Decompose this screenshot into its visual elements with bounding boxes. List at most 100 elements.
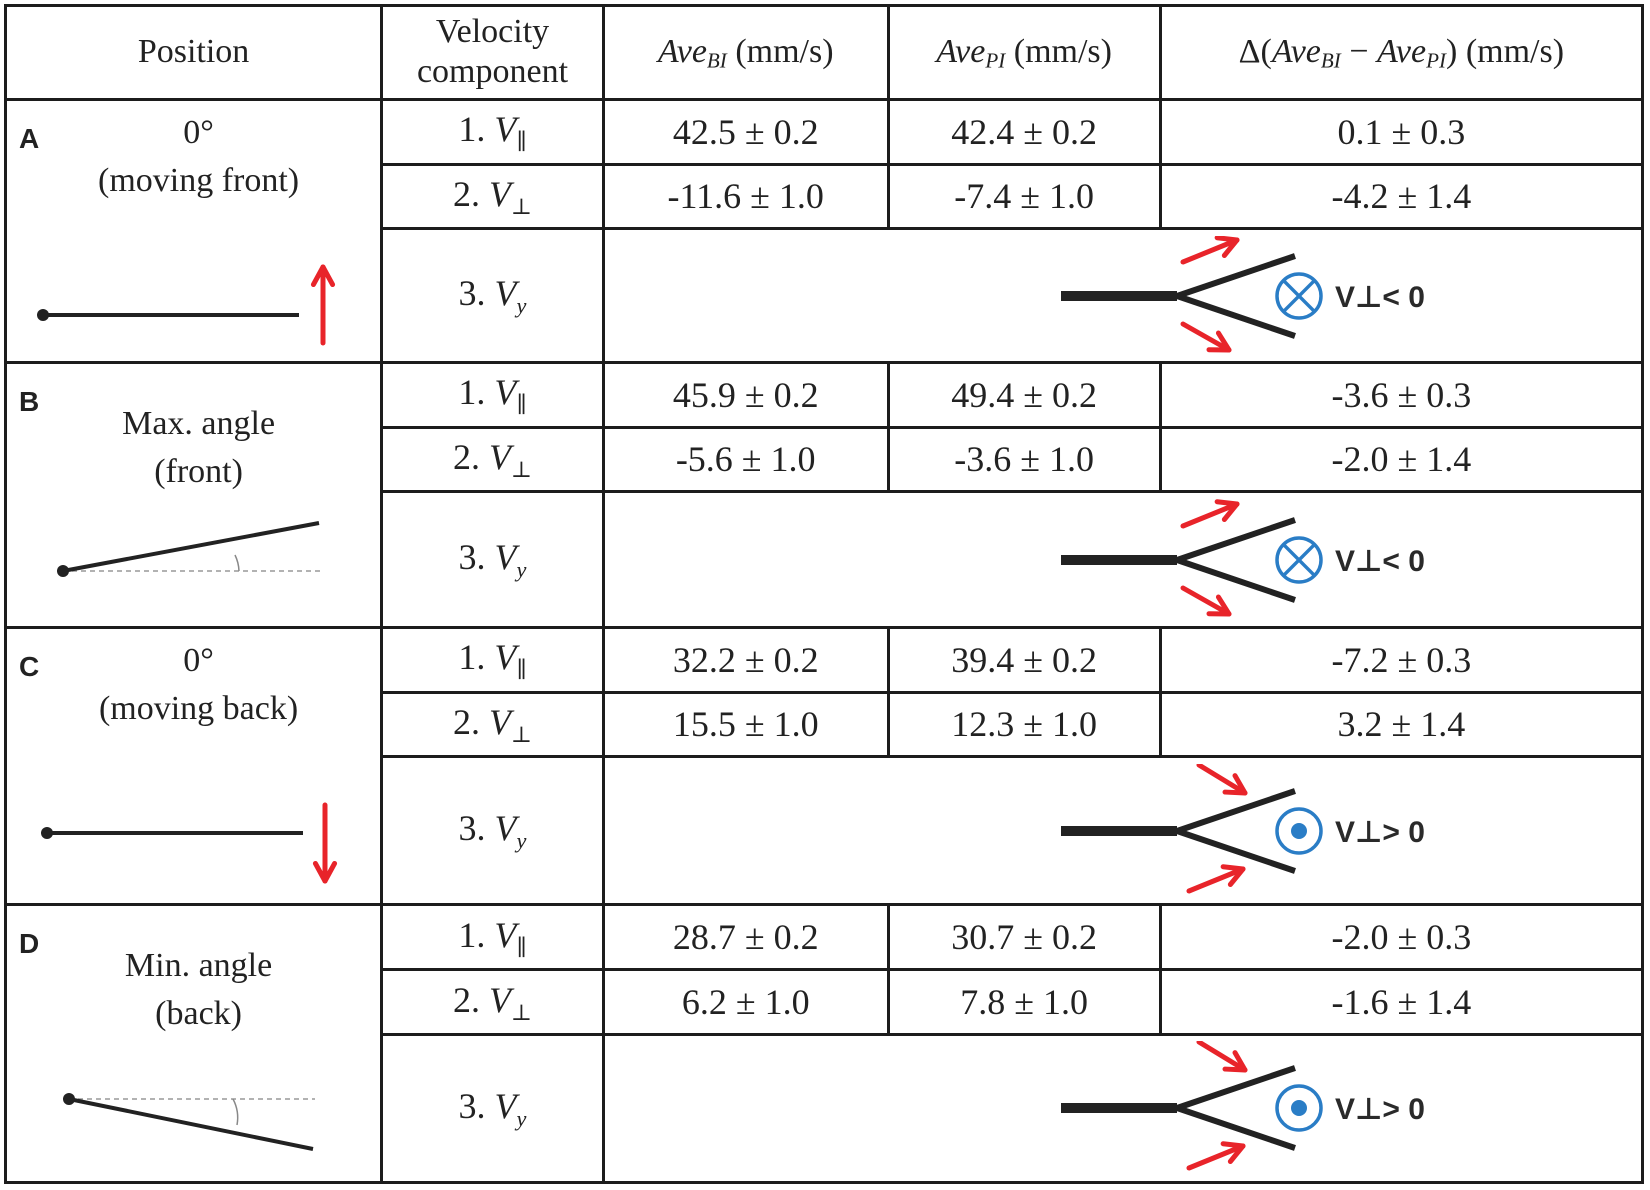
lower-outward-arrow-icon: [1180, 321, 1232, 353]
table-row: 2. V⊥ 6.2 ± 1.0 7.8 ± 1.0 -1.6 ± 1.4: [6, 968, 1645, 1036]
position-label-line2: (back): [155, 995, 242, 1033]
component-number: 3.: [458, 808, 495, 849]
component-symbol: V: [494, 537, 517, 578]
lower-branch-line: [1175, 292, 1296, 339]
component-number: 3.: [458, 1085, 495, 1126]
component-subscript: y: [516, 556, 527, 582]
table-row: 3. Vy V⊥> 0: [6, 755, 1645, 907]
arm-line: [68, 1097, 314, 1151]
component-symbol: V: [494, 372, 517, 413]
ave-bi-unit: (mm/s): [735, 32, 834, 70]
ave-bi-value: 15.5 ± 1.0: [601, 690, 890, 759]
position-label-line1: 0°: [183, 113, 214, 151]
component-subscript: y: [516, 292, 527, 318]
header-ave-bi: AveBI (mm/s): [601, 4, 890, 101]
ave-bi-value: -5.6 ± 1.0: [601, 425, 890, 494]
position-letter: C: [19, 650, 40, 682]
position-cell-b: B Max. angle (front): [3, 360, 384, 629]
vy-sign-label: V⊥> 0: [1335, 1093, 1425, 1126]
component-subscript: ∥: [516, 129, 527, 155]
position-label-line1: Max. angle: [122, 404, 276, 442]
circle-dot-icon: [1275, 807, 1323, 855]
pivot-dot: [37, 308, 49, 321]
component-v-y: 3. Vy: [380, 755, 605, 907]
position-letter: D: [19, 928, 40, 960]
position-label-line1: Min. angle: [124, 947, 273, 985]
ave-bi-value: -11.6 ± 1.0: [601, 162, 890, 231]
vy-sign-label: V⊥> 0: [1335, 816, 1425, 849]
component-subscript: ⊥: [510, 721, 532, 747]
lower-inward-arrow-icon: [1186, 864, 1246, 894]
angle-arc: [234, 554, 240, 571]
component-number: 1.: [458, 914, 495, 955]
component-number: 2.: [452, 701, 489, 742]
ave-bi-value: 45.9 ± 0.2: [601, 360, 890, 429]
component-symbol: V: [494, 914, 517, 955]
upper-outward-arrow-icon: [1180, 235, 1240, 265]
table-row: 2. V⊥ -11.6 ± 1.0 -7.4 ± 1.0 -4.2 ± 1.4: [6, 162, 1645, 231]
component-v-par: 1. V∥: [380, 903, 605, 972]
header-velocity-line2: component: [416, 53, 569, 91]
position-diagram: [57, 520, 322, 577]
velocity-table: Position Velocity component AveBI (mm/s)…: [3, 4, 1645, 1185]
ave-pi-value: 49.4 ± 0.2: [886, 360, 1162, 429]
component-v-par: 1. V∥: [380, 97, 605, 166]
position-cell-a: A 0° (moving front): [3, 97, 384, 364]
component-number: 2.: [452, 436, 489, 477]
ave-bi-value: 32.2 ± 0.2: [601, 625, 890, 694]
table-row: C 0° (moving back) 1. V∥ 32.2 ± 0.2 39.4 ± 0.…: [3, 625, 1645, 907]
upper-branch-line: [1175, 1065, 1296, 1112]
vy-diagram: V⊥> 0: [1060, 1041, 1425, 1171]
component-v-y: 3. Vy: [380, 490, 605, 629]
upper-branch-line: [1175, 787, 1296, 834]
component-subscript: ∥: [516, 657, 527, 683]
up-arrow-icon: [310, 264, 336, 346]
position-label-line2: (front): [154, 452, 243, 490]
pivot-dot: [41, 827, 53, 840]
component-symbol: V: [488, 174, 511, 215]
position-label: Max. angle (front): [7, 364, 380, 496]
component-symbol: V: [494, 637, 517, 678]
table-row: 2. V⊥ -5.6 ± 1.0 -3.6 ± 1.0 -2.0 ± 1.4: [6, 425, 1645, 494]
delta-value: 3.2 ± 1.4: [1158, 690, 1645, 759]
upper-inward-arrow-icon: [1196, 1041, 1248, 1073]
delta-expression: Δ(AveBI − AvePI): [1238, 32, 1458, 72]
vy-diagram: V⊥< 0: [1060, 235, 1425, 353]
delta-value: 0.1 ± 0.3: [1158, 97, 1645, 166]
table-row: 3. Vy V⊥< 0: [6, 490, 1645, 629]
lower-branch-line: [1175, 1105, 1296, 1152]
ave-pi-symbol: AvePI: [936, 32, 1006, 72]
table-row: 3. Vy V⊥< 0: [6, 227, 1645, 364]
table-row: 2. V⊥ 15.5 ± 1.0 12.3 ± 1.0 3.2 ± 1.4: [6, 690, 1645, 759]
arm-line: [62, 520, 320, 573]
ave-bi-symbol: AveBI: [657, 32, 727, 72]
header-row: Position Velocity component AveBI (mm/s)…: [3, 4, 1645, 101]
component-number: 1.: [458, 637, 495, 678]
ave-pi-value: -7.4 ± 1.0: [886, 162, 1162, 231]
component-subscript: ⊥: [510, 999, 532, 1025]
vy-diagram-cell: V⊥> 0: [601, 755, 1645, 907]
component-symbol: V: [488, 979, 511, 1020]
upper-inward-arrow-icon: [1196, 763, 1248, 796]
delta-unit: (mm/s): [1465, 32, 1565, 70]
component-symbol: V: [488, 701, 511, 742]
component-number: 3.: [458, 273, 495, 314]
down-arrow-icon: [312, 802, 338, 884]
component-v-perp: 2. V⊥: [380, 968, 605, 1036]
table-row: A 0° (moving front) 1. V∥ 42.5 ± 0.2 42.4 ± 0…: [3, 97, 1645, 364]
vy-diagram-cell: V⊥< 0: [601, 227, 1645, 364]
component-subscript: ∥: [516, 392, 527, 418]
position-label: Min. angle (back): [7, 906, 380, 1038]
header-velocity-component: Velocity component: [380, 4, 605, 101]
ave-bi-value: 28.7 ± 0.2: [601, 903, 890, 972]
table-row: B Max. angle (front) 1. V∥ 45.9 ± 0.2 49.4 ± …: [3, 360, 1645, 629]
pivot-dot: [57, 564, 69, 577]
delta-value: -2.0 ± 0.3: [1158, 903, 1645, 972]
ave-pi-value: -3.6 ± 1.0: [886, 425, 1162, 494]
component-number: 3.: [458, 537, 495, 578]
component-v-y: 3. Vy: [380, 1032, 605, 1185]
lower-branch-line: [1175, 556, 1296, 603]
component-symbol: V: [494, 1085, 517, 1126]
component-symbol: V: [488, 436, 511, 477]
position-letter: B: [19, 385, 40, 417]
